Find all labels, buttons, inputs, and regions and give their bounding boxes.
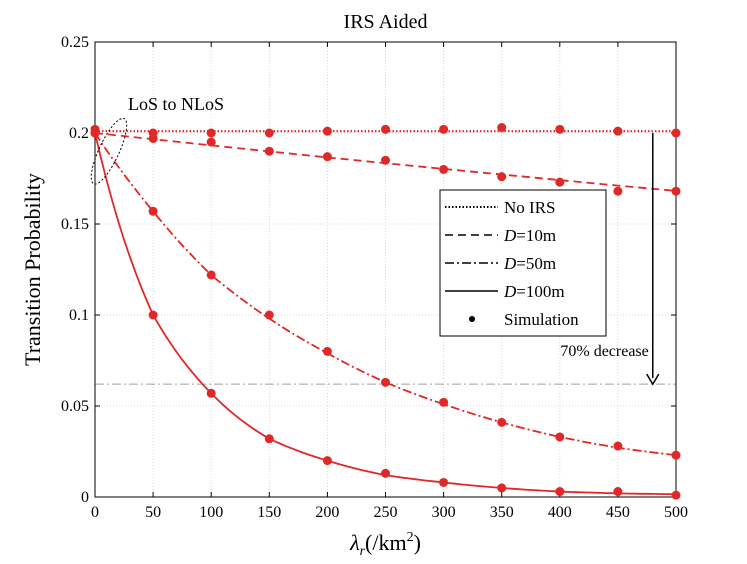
sim-point-d100 [148,310,158,320]
legend-label-symbol: D [503,254,517,273]
sim-point-d100 [381,468,390,478]
sim-point-no-irs [322,126,332,136]
sim-point-d50 [671,450,681,460]
x-tick-label: 100 [199,504,223,521]
x-tick-label: 450 [606,504,630,521]
sim-point-d50 [439,397,449,407]
sim-point-d50 [497,417,507,427]
y-tick-label: 0.2 [69,125,89,142]
legend-label: No IRS [504,198,555,217]
sim-point-d100 [613,487,623,497]
sim-point-d100 [264,434,274,444]
sim-point-d10 [439,164,449,174]
y-tick-label: 0.25 [61,34,89,51]
x-tick-label: 200 [315,504,339,521]
sim-point-d50 [264,310,274,320]
sim-point-no-irs [497,123,507,133]
sim-point-d10 [322,152,332,162]
sim-point-no-irs [439,124,449,134]
x-tick-label: 150 [257,504,281,521]
x-label-unit-sup: 2 [407,530,414,545]
sim-point-d10 [671,186,681,196]
x-label-unit: (/km [365,530,407,555]
x-tick-label: 350 [490,504,514,521]
y-tick-label: 0.15 [61,216,89,233]
legend-label: Simulation [504,310,579,329]
sim-point-d50 [148,206,158,216]
decrease-arrow-head [646,373,660,386]
legend-label-rest: =100m [516,282,564,301]
x-tick-label: 50 [145,504,161,521]
x-label-unit-close: ) [414,530,421,555]
sim-point-d50 [381,377,390,387]
x-tick-label: 400 [548,504,572,521]
sim-point-d100 [322,456,332,466]
sim-point-d100 [555,487,565,497]
sim-point-d100 [206,388,216,398]
sim-point-d10 [148,133,158,143]
sim-point-d100 [671,490,681,500]
x-tick-label: 250 [374,504,398,521]
legend-marker-simulation [469,316,475,322]
sim-point-d10 [264,146,274,156]
sim-point-d50 [555,432,565,442]
sim-point-no-irs [264,128,274,138]
sim-point-d10 [613,186,623,196]
decrease-annotation: 70% decrease [560,343,648,360]
y-tick-label: 0.1 [69,307,89,324]
sim-point-d100 [497,483,507,493]
x-tick-label: 0 [91,504,99,521]
sim-point-d50 [613,441,623,451]
sim-point-d10 [497,172,507,182]
sim-point-no-irs [671,128,681,138]
los-annotation: LoS to NLoS [128,94,224,114]
chart-title: IRS Aided [344,11,428,33]
y-tick-label: 0.05 [61,398,89,415]
sim-point-no-irs [381,124,390,134]
y-axis-label: Transition Probability [20,173,45,366]
sim-point-d10 [206,137,216,147]
x-tick-label: 500 [664,504,688,521]
sim-point-d100 [439,477,449,487]
series-d50-line [94,132,677,456]
y-tick-label: 0 [81,489,89,506]
legend-label-rest: =50m [516,254,556,273]
los-ellipse [90,117,128,185]
x-label-symbol: λ [349,530,360,555]
sim-point-no-irs [555,124,565,134]
sim-point-d10 [381,155,390,165]
legend-label: D=50m [503,254,556,273]
sim-point-d100 [90,128,100,138]
legend-label-symbol: D [503,226,517,245]
legend-label: D=10m [503,226,556,245]
sim-point-d50 [206,270,216,280]
legend-label: D=100m [503,282,565,301]
sim-point-no-irs [206,128,216,138]
sim-point-d50 [322,346,332,356]
legend-label-symbol: D [503,282,517,301]
legend-label-rest: =10m [516,226,556,245]
sim-point-d10 [555,177,565,187]
x-tick-label: 300 [432,504,456,521]
x-axis-label: λr(/km2) [349,530,421,559]
sim-point-no-irs [613,126,623,136]
x-label-subscript: r [360,544,366,559]
